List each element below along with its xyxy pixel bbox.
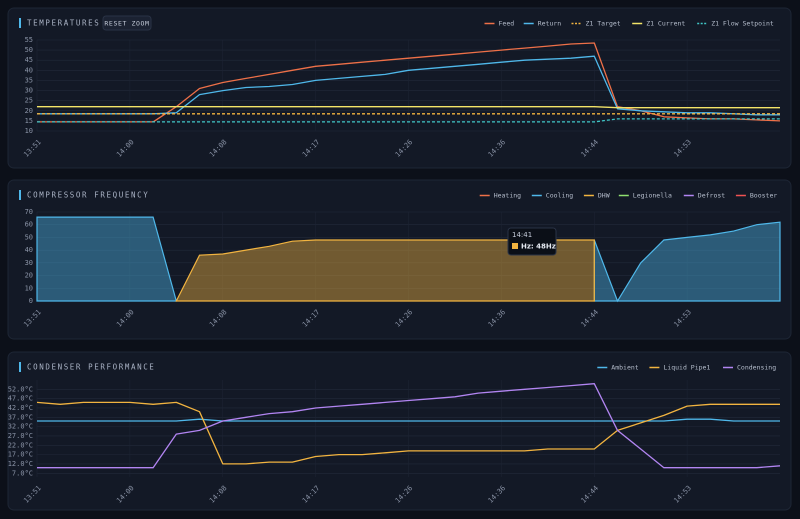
accent [19,190,21,200]
accent [19,362,21,372]
legend-label: Heating [494,192,521,200]
legend-label: Z1 Flow Setpoint [711,20,774,28]
panel [7,351,792,511]
legend-label: Feed [499,20,515,28]
legend-label: DHW [598,192,610,200]
line [36,401,780,465]
legend-label: Defrost [698,192,725,200]
legend-label: Z1 Current [646,20,685,28]
y-tick-label: 35 [25,76,33,84]
y-tick-label: 60 [25,221,33,229]
area [175,239,595,302]
line [37,418,780,422]
legend-label: Booster [750,192,777,200]
y-tick-label: 40 [25,66,33,74]
panel-title: CONDENSER PERFORMANCE [27,363,155,372]
tooltip: 14:41 Hz: 48Hz [507,227,557,256]
tooltip-swatch [512,243,518,249]
tooltip-text: Hz: 48Hz [521,243,556,251]
line [37,42,781,123]
button-label[interactable]: RESET ZOOM [104,20,149,28]
y-tick-label: 10 [25,284,33,292]
line [37,118,780,123]
line [37,383,781,469]
y-tick-label: 55 [25,36,33,44]
panel [7,179,792,340]
y-tick-label: 20 [25,272,33,280]
legend-label: Return [538,20,562,28]
tooltip-title: 14:41 [512,231,532,239]
y-tick-label: 12.0°C [8,460,33,468]
reset-zoom-button[interactable]: RESET ZOOM [102,15,152,31]
legend-label: Condensing [737,364,776,372]
y-tick-label: 37.0°C [8,413,33,421]
y-tick-label: 30 [25,87,33,95]
y-tick-label: 25 [25,97,33,105]
y-tick-label: 50 [25,46,33,54]
y-tick-label: 0 [29,297,33,305]
legend-label: Cooling [546,192,573,200]
panel-title: COMPRESSOR FREQUENCY [27,191,149,200]
y-tick-label: 27.0°C [8,432,33,440]
legend-label: Ambient [611,364,638,372]
y-tick-label: 47.0°C [8,395,33,403]
y-tick-label: 52.0°C [8,385,33,393]
y-tick-label: 10 [25,127,33,135]
y-tick-label: 20 [25,107,33,115]
y-tick-label: 45 [25,56,33,64]
panel-title: TEMPERATURES [27,19,100,28]
y-tick-label: 40 [25,246,33,254]
y-tick-label: 22.0°C [8,441,33,449]
area [593,221,781,303]
accent [19,18,21,28]
line [37,106,780,109]
tooltip-box [507,227,557,256]
legend-label: Z1 Target [586,20,621,28]
line [37,55,780,116]
y-tick-label: 70 [25,208,33,216]
panel [7,7,792,169]
y-tick-label: 15 [25,117,33,125]
y-tick-label: 17.0°C [8,451,33,459]
legend-label: Liquid Pipe1 [663,364,710,372]
y-tick-label: 32.0°C [8,423,33,431]
y-tick-label: 7.0°C [12,469,33,477]
y-tick-label: 30 [25,259,33,267]
legend-label: Legionella [633,192,672,200]
y-tick-label: 50 [25,233,33,241]
area [36,216,178,302]
y-tick-label: 42.0°C [8,404,33,412]
